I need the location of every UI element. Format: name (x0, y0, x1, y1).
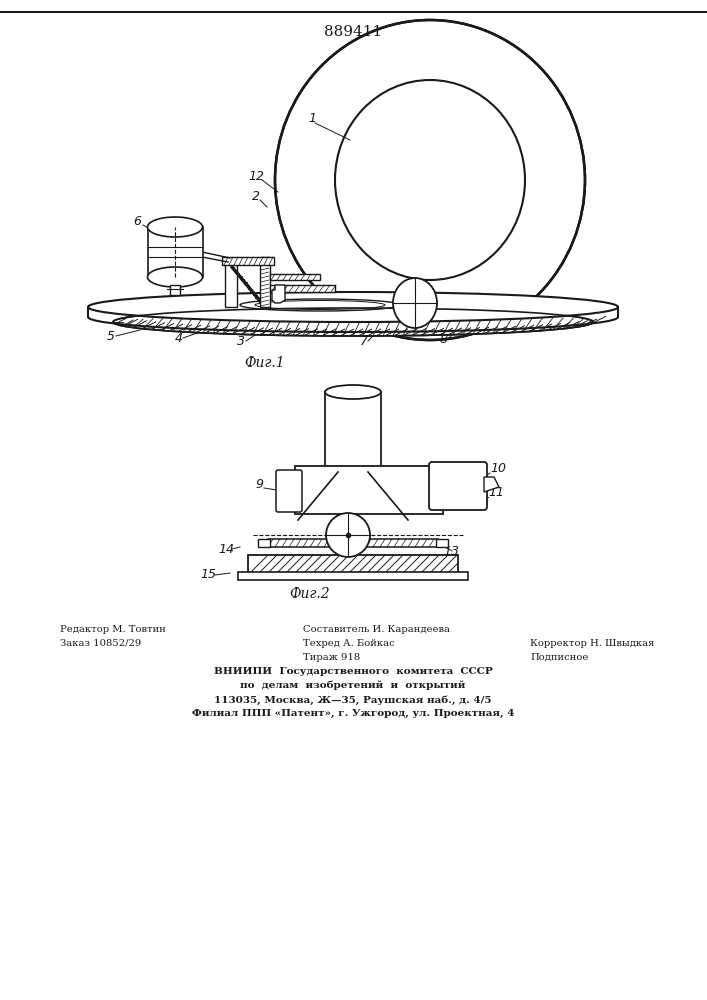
Text: Техред А. Бойкас: Техред А. Бойкас (303, 639, 395, 648)
Bar (225, 262, 237, 307)
Text: 15: 15 (200, 568, 216, 581)
Bar (248, 555, 458, 575)
Text: Тираж 918: Тираж 918 (303, 653, 361, 662)
Text: Редактор М. Товтин: Редактор М. Товтин (60, 625, 166, 634)
Text: Составитель И. Карандеева: Составитель И. Карандеева (303, 625, 450, 634)
Text: 4: 4 (175, 332, 183, 345)
Bar (148, 227, 203, 277)
Text: 3: 3 (237, 335, 245, 348)
Bar (238, 572, 468, 580)
Text: 7: 7 (360, 335, 368, 348)
Text: 889411: 889411 (324, 25, 382, 39)
Polygon shape (484, 477, 499, 492)
Ellipse shape (113, 308, 593, 336)
Text: 1: 1 (308, 112, 316, 125)
Text: 10: 10 (490, 462, 506, 475)
Text: Фиг.2: Фиг.2 (290, 587, 330, 601)
Text: 14: 14 (218, 543, 234, 556)
Bar (222, 257, 274, 265)
Bar (170, 285, 180, 295)
Bar (258, 539, 270, 547)
FancyBboxPatch shape (429, 462, 487, 510)
Text: Подписное: Подписное (530, 653, 588, 662)
Bar (268, 539, 438, 547)
Text: по  делам  изобретений  и  открытий: по делам изобретений и открытий (240, 681, 466, 690)
Text: Заказ 10852/29: Заказ 10852/29 (60, 639, 141, 648)
Bar (436, 539, 448, 547)
Ellipse shape (88, 292, 618, 322)
Bar (295, 466, 443, 514)
Bar (270, 285, 335, 292)
Text: 16: 16 (275, 309, 291, 322)
Bar (325, 392, 381, 472)
Text: Корректор Н. Швыдкая: Корректор Н. Швыдкая (530, 639, 655, 648)
Text: Фиг.1: Фиг.1 (245, 356, 286, 370)
Ellipse shape (393, 278, 437, 328)
FancyBboxPatch shape (276, 470, 302, 512)
Bar (270, 274, 320, 280)
Text: 8: 8 (440, 333, 448, 346)
Text: 6: 6 (133, 215, 141, 228)
Circle shape (326, 513, 370, 557)
Ellipse shape (325, 385, 381, 399)
Text: 2: 2 (252, 190, 260, 203)
Text: 113035, Москва, Ж—35, Раушская наб., д. 4/5: 113035, Москва, Ж—35, Раушская наб., д. … (214, 695, 492, 705)
Text: 11: 11 (488, 486, 504, 499)
Text: 13: 13 (443, 545, 459, 558)
Text: 5: 5 (107, 330, 115, 343)
Ellipse shape (275, 20, 585, 340)
Text: 12: 12 (248, 170, 264, 183)
Text: 9: 9 (255, 478, 263, 491)
Text: Филиал ППП «Патент», г. Ужгород, ул. Проектная, 4: Филиал ППП «Патент», г. Ужгород, ул. Про… (192, 709, 514, 718)
Polygon shape (272, 285, 285, 303)
Ellipse shape (148, 217, 202, 237)
Text: ВНИИПИ  Государственного  комитета  СССР: ВНИИПИ Государственного комитета СССР (214, 667, 492, 676)
Bar (260, 257, 270, 307)
Ellipse shape (148, 267, 202, 287)
